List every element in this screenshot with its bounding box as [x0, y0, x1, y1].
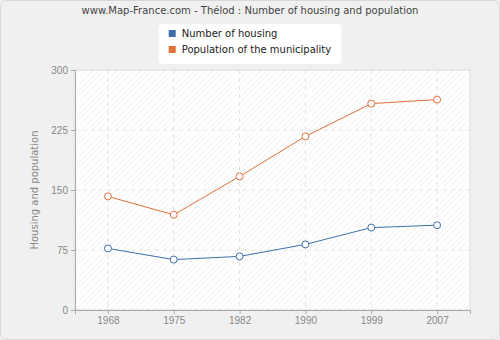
y-axis: 0 75 150 225 300	[51, 65, 75, 316]
tick-mark	[71, 70, 75, 71]
legend-item: Population of the municipality	[169, 44, 332, 55]
axis-line	[71, 71, 76, 311]
tick-label: 2007	[426, 315, 449, 326]
chart: 0 75 150 225 300 1968 1975 1982 1990 1999 2007 www.…	[0, 0, 500, 340]
tick-mark	[71, 190, 75, 191]
tick: 1975	[163, 310, 186, 326]
marker	[368, 100, 375, 107]
tick-mark	[305, 310, 306, 314]
legend-swatch	[169, 46, 176, 53]
series-line	[108, 225, 437, 259]
grid-line	[75, 190, 470, 191]
legend-swatch	[169, 30, 176, 37]
marker	[368, 224, 375, 231]
legend-label: Number of housing	[182, 28, 278, 39]
tick-label: 75	[57, 245, 69, 256]
series-group	[104, 96, 440, 263]
marker	[434, 96, 441, 103]
tick-label: 1975	[163, 315, 186, 326]
tick: 150	[51, 185, 75, 196]
y-axis-label: Housing and population	[29, 130, 40, 249]
tick: 1990	[295, 310, 318, 326]
tick: 1999	[361, 310, 384, 326]
grid-line	[75, 130, 470, 131]
plot: 0 75 150 225 300 1968 1975 1982 1990 1999 2007	[51, 65, 470, 326]
tick: 2007	[426, 310, 449, 326]
tick-label: 1999	[361, 315, 384, 326]
x-axis: 1968 1975 1982 1990 1999 2007	[76, 310, 471, 326]
series-line	[108, 100, 437, 215]
tick: 0	[62, 305, 75, 316]
tick: 1968	[97, 310, 120, 326]
legend-box	[159, 24, 342, 64]
tick: 1982	[229, 310, 252, 326]
grid-line	[173, 70, 174, 310]
tick-mark	[71, 130, 75, 131]
marker	[236, 173, 243, 180]
grid-line	[305, 70, 306, 310]
grid-line	[107, 70, 108, 310]
tick-label: 1990	[295, 315, 318, 326]
axis-line	[76, 311, 471, 315]
tick: 225	[51, 125, 75, 136]
tick-label: 1968	[97, 315, 120, 326]
marker	[302, 133, 309, 140]
tick-mark	[371, 310, 372, 314]
tick-mark	[71, 250, 75, 251]
tick-mark	[174, 310, 175, 314]
marker	[104, 245, 111, 252]
tick-label: 300	[51, 65, 68, 76]
legend: Number of housing Population of the munic…	[159, 24, 342, 64]
grid-line	[239, 70, 240, 310]
marker	[170, 211, 177, 218]
tick-mark	[240, 310, 241, 314]
tick-mark	[108, 310, 109, 314]
tick-mark	[437, 310, 438, 314]
tick-label: 0	[62, 305, 68, 316]
marker	[170, 256, 177, 263]
title: www.Map-France.com - Thélod : Number of …	[82, 5, 419, 16]
tick-mark	[71, 310, 75, 311]
tick-label: 150	[51, 185, 68, 196]
legend-item: Number of housing	[169, 28, 278, 39]
tick-label: 1982	[229, 315, 252, 326]
marker	[104, 193, 111, 200]
legend-label: Population of the municipality	[182, 44, 332, 55]
tick: 300	[51, 65, 75, 76]
marker	[302, 241, 309, 248]
marker	[434, 222, 441, 229]
grid	[75, 70, 470, 310]
background	[1, 1, 500, 340]
grid-line	[437, 70, 438, 310]
tick: 75	[57, 245, 75, 256]
marker	[236, 253, 243, 260]
plot-frame	[75, 70, 470, 310]
tick-label: 225	[51, 125, 68, 136]
plot-area	[75, 70, 470, 310]
